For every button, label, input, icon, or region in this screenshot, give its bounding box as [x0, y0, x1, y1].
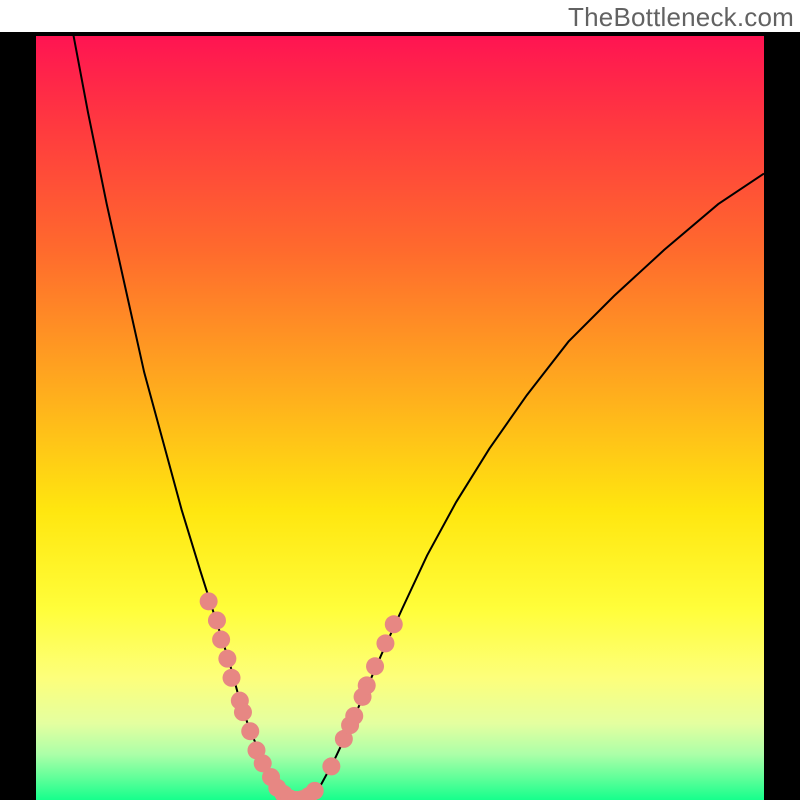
sample-dot — [376, 634, 394, 652]
sample-dot — [358, 676, 376, 694]
sample-dot — [345, 707, 363, 725]
sample-dot — [385, 615, 403, 633]
sample-dot — [208, 611, 226, 629]
sample-dot — [218, 650, 236, 668]
bottleneck-curve-chart — [36, 36, 764, 800]
chart-plot-area — [36, 36, 764, 800]
chart-stage: TheBottleneck.com — [0, 0, 800, 800]
sample-dot — [306, 782, 324, 800]
sample-dot — [223, 669, 241, 687]
sample-dot — [241, 722, 259, 740]
sample-dot — [366, 657, 384, 675]
watermark-text: TheBottleneck.com — [568, 2, 794, 33]
sample-dot — [212, 631, 230, 649]
sample-dot — [234, 703, 252, 721]
sample-dot — [322, 757, 340, 775]
sample-dot — [200, 592, 218, 610]
heat-gradient-background — [36, 36, 764, 800]
